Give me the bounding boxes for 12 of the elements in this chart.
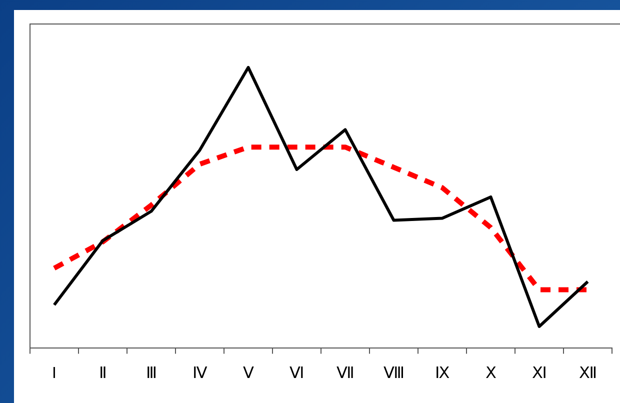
x-tick-label: Ⅳ xyxy=(192,364,208,382)
x-tick-label: Ⅴ xyxy=(242,364,254,382)
x-tick-label: Ⅱ xyxy=(98,364,107,382)
x-tick-label: Ⅵ xyxy=(289,364,304,382)
x-tick-label: Ⅸ xyxy=(434,364,450,382)
x-tick-label: Ⅶ xyxy=(336,364,354,382)
x-tick-label: Ⅲ xyxy=(146,364,157,382)
x-tick-label: Ⅻ xyxy=(578,364,597,382)
x-tick-label: Ⅺ xyxy=(532,364,547,382)
x-tick-label: Ⅹ xyxy=(485,364,496,382)
x-tick-label: I xyxy=(52,364,56,382)
x-tick-label: Ⅷ xyxy=(383,364,404,382)
